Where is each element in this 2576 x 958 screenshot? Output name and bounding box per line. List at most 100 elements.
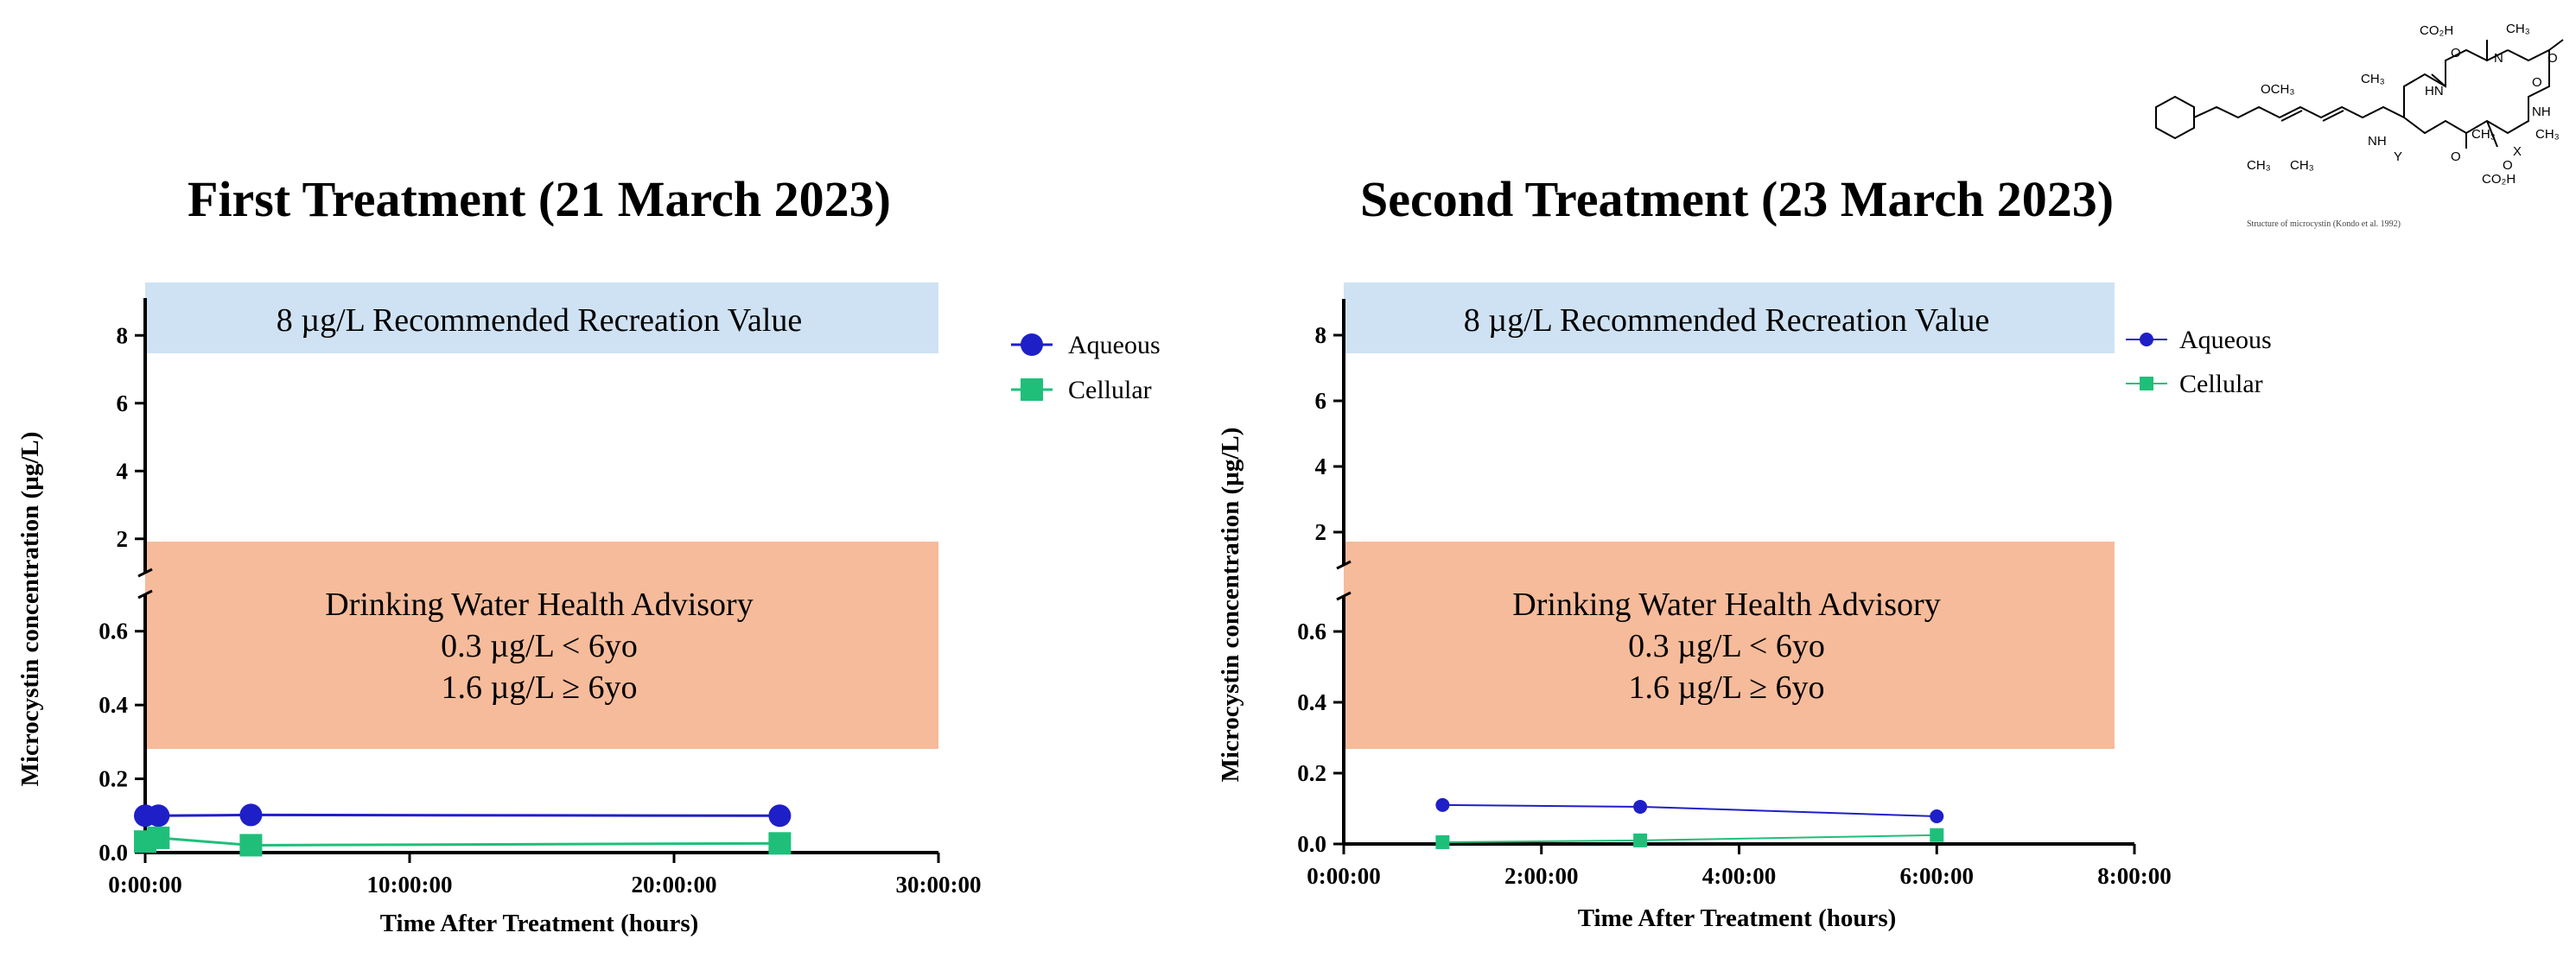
data-point-aqueous bbox=[1435, 797, 1450, 812]
data-point-cellular bbox=[768, 832, 792, 855]
chem-label: CO₂H bbox=[2420, 23, 2453, 38]
data-point-cellular bbox=[1435, 834, 1450, 849]
legend-marker-aqueous bbox=[1021, 333, 1043, 356]
recreation-band-label: 8 µg/L Recommended Recreation Value bbox=[1464, 302, 1990, 339]
legend-label-cellular: Cellular bbox=[1068, 376, 1152, 404]
chart-title: First Treatment (21 March 2023) bbox=[188, 171, 891, 227]
advisory-band bbox=[1344, 542, 2115, 749]
y-tick-label: 0.0 bbox=[99, 840, 128, 866]
chem-label: Y bbox=[2394, 149, 2402, 164]
chart-first-treatment: First Treatment (21 March 2023) 8 µg/L R… bbox=[16, 171, 1161, 937]
data-point-aqueous bbox=[239, 803, 263, 827]
data-point-cellular bbox=[1930, 828, 1944, 842]
axes-group: 0.0 0.2 0.4 0.6 2 4 6 8 0:00:00 2:00:00 4:00:00 6:0… bbox=[1297, 299, 2172, 889]
axis-break-mark bbox=[1336, 591, 1352, 601]
advisory-line-2: 0.3 µg/L < 6yo bbox=[441, 628, 638, 664]
x-tick-label: 6:00:00 bbox=[1900, 863, 1974, 889]
x-tick-label: 30:00:00 bbox=[896, 872, 982, 898]
chem-label: O bbox=[2503, 158, 2513, 173]
y-tick-label: 0.4 bbox=[99, 692, 128, 718]
y-tick-label: 8 bbox=[117, 322, 129, 348]
chart-second-treatment: Second Treatment (23 March 2023) 8 µg/L … bbox=[1217, 171, 2272, 932]
chem-label: X bbox=[2513, 144, 2522, 159]
axis-break-mark bbox=[1336, 560, 1352, 570]
side-chain bbox=[2486, 120, 2498, 148]
legend-marker-aqueous bbox=[2140, 333, 2153, 346]
x-tick-label: 8:00:00 bbox=[2097, 863, 2171, 889]
legend-label-aqueous: Aqueous bbox=[2179, 326, 2272, 354]
y-tick-label: 0.4 bbox=[1297, 689, 1326, 715]
chem-label: O bbox=[2451, 149, 2461, 164]
x-axis-label: Time After Treatment (hours) bbox=[380, 910, 699, 937]
x-tick-label: 10:00:00 bbox=[367, 872, 453, 898]
advisory-line-2: 0.3 µg/L < 6yo bbox=[1628, 628, 1825, 664]
legend-marker-cellular bbox=[2140, 377, 2153, 390]
chem-label: CH₃ bbox=[2535, 127, 2560, 142]
data-point-cellular bbox=[239, 834, 263, 857]
data-point-cellular bbox=[1633, 833, 1648, 847]
x-tick-label: 0:00:00 bbox=[1307, 863, 1380, 889]
x-tick-label: 0:00:00 bbox=[108, 872, 181, 898]
phenyl-ring bbox=[2155, 95, 2195, 140]
advisory-line-3: 1.6 µg/L ≥ 6yo bbox=[1628, 669, 1824, 706]
chem-label: CH₃ bbox=[2471, 127, 2496, 142]
chem-label: CH₃ bbox=[2247, 158, 2271, 173]
axis-break-mark bbox=[137, 589, 153, 600]
structure-caption: Structure of microcystin (Kondo et al. 1… bbox=[2247, 219, 2401, 229]
y-tick-label: 4 bbox=[1315, 454, 1327, 479]
recreation-band-label: 8 µg/L Recommended Recreation Value bbox=[277, 302, 803, 339]
x-tick-label: 4:00:00 bbox=[1702, 863, 1776, 889]
chem-label: O bbox=[2451, 46, 2461, 60]
legend-label-aqueous: Aqueous bbox=[1068, 331, 1161, 359]
legend: Aqueous Cellular bbox=[2126, 326, 2272, 398]
x-axis-label: Time After Treatment (hours) bbox=[1578, 904, 1897, 932]
y-tick-label: 0.2 bbox=[99, 766, 128, 792]
advisory-band bbox=[145, 542, 938, 749]
chem-label: HN bbox=[2425, 84, 2444, 98]
double-bond bbox=[2280, 110, 2303, 122]
chem-label: CH₃ bbox=[2290, 158, 2314, 173]
chem-label: N bbox=[2494, 51, 2503, 66]
y-tick-label: 2 bbox=[117, 526, 129, 552]
legend-label-cellular: Cellular bbox=[2179, 370, 2263, 398]
advisory-line-1: Drinking Water Health Advisory bbox=[325, 587, 753, 623]
chem-label: CH₃ bbox=[2506, 22, 2530, 36]
chem-label: O bbox=[2547, 51, 2558, 66]
double-bond bbox=[2322, 110, 2344, 122]
chem-label: O bbox=[2532, 75, 2542, 90]
y-axis-label: Microcystin concentration (µg/L) bbox=[16, 432, 44, 787]
legend: Aqueous Cellular bbox=[1011, 331, 1161, 404]
advisory-line-3: 1.6 µg/L ≥ 6yo bbox=[441, 669, 637, 706]
data-point-cellular bbox=[147, 826, 170, 849]
microcystin-structure-diagram: CO₂H CH₃ OCH₃ CH₃ CH₃ CH₃ HN NH NH N O O… bbox=[2155, 22, 2564, 229]
series-layer bbox=[134, 803, 792, 857]
y-tick-label: 4 bbox=[117, 458, 129, 484]
side-chain bbox=[2548, 39, 2564, 51]
chem-label: CO₂H bbox=[2482, 172, 2516, 187]
series-line-cellular bbox=[1442, 834, 1937, 843]
series-layer bbox=[1435, 797, 1944, 849]
recreation-band bbox=[1344, 282, 2115, 353]
y-tick-label: 8 bbox=[1315, 322, 1327, 348]
y-tick-label: 0.2 bbox=[1297, 760, 1326, 786]
y-tick-label: 2 bbox=[1315, 519, 1327, 545]
x-tick-label: 2:00:00 bbox=[1504, 863, 1578, 889]
side-chain bbox=[2431, 73, 2446, 87]
y-tick-label: 6 bbox=[1315, 388, 1327, 414]
chem-label: OCH₃ bbox=[2261, 82, 2294, 97]
axis-break-mark bbox=[137, 568, 153, 578]
y-axis-label: Microcystin concentration (µg/L) bbox=[1217, 428, 1244, 783]
data-point-aqueous bbox=[147, 804, 170, 828]
advisory-line-1: Drinking Water Health Advisory bbox=[1512, 587, 1940, 623]
axes-group: 0.0 0.2 0.4 0.6 2 4 6 8 0:00:00 10:00:00 20:00:00 3… bbox=[99, 298, 981, 898]
series-line-aqueous bbox=[1442, 803, 1937, 818]
y-tick-label: 0.0 bbox=[1297, 831, 1326, 857]
chem-label: CH₃ bbox=[2361, 72, 2385, 86]
recreation-band bbox=[145, 282, 938, 353]
y-tick-label: 0.6 bbox=[99, 619, 128, 644]
data-point-aqueous bbox=[1930, 809, 1944, 824]
chem-label: NH bbox=[2532, 105, 2551, 119]
ring-lower bbox=[2403, 48, 2550, 135]
adda-chain bbox=[2193, 105, 2405, 119]
data-point-aqueous bbox=[768, 804, 792, 828]
